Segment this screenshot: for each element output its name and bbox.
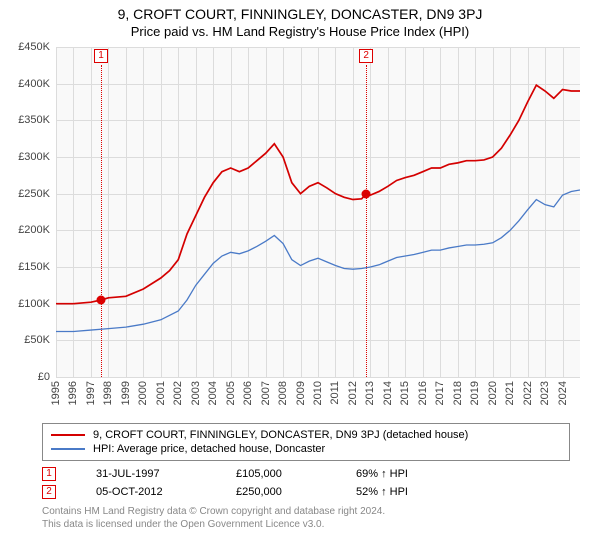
footer-attribution: Contains HM Land Registry data © Crown c… <box>0 501 600 531</box>
footer-line-2: This data is licensed under the Open Gov… <box>42 518 600 531</box>
legend-label-2: HPI: Average price, detached house, Donc… <box>93 443 325 455</box>
x-axis-tick-label: 2011 <box>329 381 341 405</box>
sale-row-marker: 2 <box>42 485 56 499</box>
y-axis-tick-label: £450K <box>10 41 50 53</box>
x-axis-tick-label: 2000 <box>137 381 149 405</box>
x-axis-tick-label: 2007 <box>260 381 272 405</box>
sale-markers-table: 1 31-JUL-1997 £105,000 69% ↑ HPI 2 05-OCT-201… <box>0 465 600 501</box>
y-axis-tick-label: £150K <box>10 261 50 273</box>
x-axis-tick-label: 2003 <box>190 381 202 405</box>
sale-price: £250,000 <box>236 486 316 498</box>
x-axis-tick-label: 2009 <box>295 381 307 405</box>
x-axis-tick-label: 1999 <box>120 381 132 405</box>
y-axis-tick-label: £200K <box>10 224 50 236</box>
x-axis-tick-label: 2004 <box>207 381 219 405</box>
y-axis-tick-label: £50K <box>10 334 50 346</box>
x-axis-tick-label: 2002 <box>172 381 184 405</box>
x-axis-tick-label: 2017 <box>434 381 446 405</box>
x-axis-tick-label: 2008 <box>277 381 289 405</box>
legend-row-series1: 9, CROFT COURT, FINNINGLEY, DONCASTER, D… <box>51 428 561 442</box>
x-axis-tick-label: 2016 <box>417 381 429 405</box>
sale-date: 31-JUL-1997 <box>96 468 196 480</box>
sale-date: 05-OCT-2012 <box>96 486 196 498</box>
sale-hpi-relative: 69% ↑ HPI <box>356 468 408 480</box>
x-axis-tick-label: 2023 <box>539 381 551 405</box>
chart-title-address: 9, CROFT COURT, FINNINGLEY, DONCASTER, D… <box>0 0 600 22</box>
x-axis-tick-label: 2012 <box>347 381 359 405</box>
sale-marker-box: 1 <box>94 49 108 63</box>
legend-swatch-1 <box>51 434 85 436</box>
x-axis-tick-label: 2013 <box>364 381 376 405</box>
y-axis-tick-label: £0 <box>10 371 50 383</box>
chart-container: 9, CROFT COURT, FINNINGLEY, DONCASTER, D… <box>0 0 600 560</box>
legend-row-series2: HPI: Average price, detached house, Donc… <box>51 442 561 456</box>
y-axis-tick-label: £250K <box>10 188 50 200</box>
x-axis-tick-label: 2021 <box>504 381 516 405</box>
sale-marker-box: 2 <box>359 49 373 63</box>
x-axis-tick-label: 1998 <box>102 381 114 405</box>
x-axis-tick-label: 2005 <box>225 381 237 405</box>
sale-row: 1 31-JUL-1997 £105,000 69% ↑ HPI <box>0 465 600 483</box>
x-axis-tick-label: 2010 <box>312 381 324 405</box>
x-axis-tick-label: 2022 <box>522 381 534 405</box>
x-axis-tick-label: 2018 <box>452 381 464 405</box>
x-axis-tick-label: 1997 <box>85 381 97 405</box>
sale-row: 2 05-OCT-2012 £250,000 52% ↑ HPI <box>0 483 600 501</box>
chart-area: £0 £50K £100K £150K £200K £250K £300K £350K £400… <box>10 47 580 417</box>
x-axis-tick-label: 2024 <box>557 381 569 405</box>
y-axis-tick-label: £300K <box>10 151 50 163</box>
x-axis-tick-label: 2001 <box>155 381 167 405</box>
legend-label-1: 9, CROFT COURT, FINNINGLEY, DONCASTER, D… <box>93 429 468 441</box>
y-axis-tick-label: £400K <box>10 78 50 90</box>
x-axis-tick-label: 2006 <box>242 381 254 405</box>
footer-line-1: Contains HM Land Registry data © Crown c… <box>42 505 600 518</box>
x-axis-tick-label: 1995 <box>50 381 62 405</box>
x-axis-tick-label: 2019 <box>469 381 481 405</box>
legend-box: 9, CROFT COURT, FINNINGLEY, DONCASTER, D… <box>42 423 570 461</box>
sale-hpi-relative: 52% ↑ HPI <box>356 486 408 498</box>
legend-swatch-2 <box>51 448 85 450</box>
y-axis-tick-label: £350K <box>10 114 50 126</box>
x-axis-tick-label: 1996 <box>67 381 79 405</box>
sale-marker-dot <box>97 296 106 305</box>
chart-subtitle: Price paid vs. HM Land Registry's House … <box>0 22 600 47</box>
y-axis-tick-label: £100K <box>10 298 50 310</box>
x-axis-tick-label: 2020 <box>487 381 499 405</box>
sale-price: £105,000 <box>236 468 316 480</box>
sale-marker-dot <box>362 189 371 198</box>
x-axis-tick-label: 2014 <box>382 381 394 405</box>
sale-row-marker: 1 <box>42 467 56 481</box>
x-axis-tick-label: 2015 <box>399 381 411 405</box>
